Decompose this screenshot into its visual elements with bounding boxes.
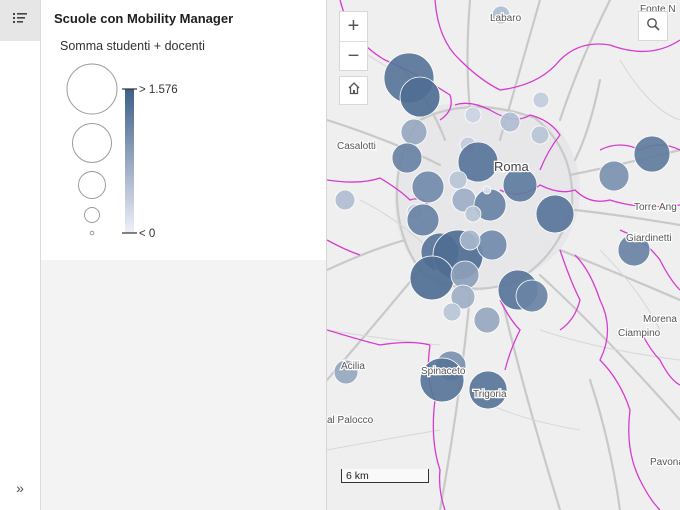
legend-panel: Scuole con Mobility Manager Somma studen… — [41, 0, 327, 510]
school-symbol[interactable] — [450, 284, 476, 310]
place-label-giardinetti: Giardinetti — [626, 233, 672, 244]
school-symbol[interactable] — [448, 170, 468, 190]
school-symbol[interactable] — [409, 255, 455, 301]
home-icon — [347, 81, 361, 100]
legend-min-label: < 0 — [139, 228, 155, 240]
legend-title: Scuole con Mobility Manager — [54, 11, 234, 26]
school-symbol[interactable] — [476, 229, 508, 261]
school-symbol[interactable] — [535, 194, 575, 234]
place-label-spinaceto: Spinaceto — [421, 366, 466, 377]
school-symbol[interactable] — [598, 160, 630, 192]
school-symbol[interactable] — [633, 135, 671, 173]
map-view[interactable]: Labaro Fonte N Casalotti Roma Torre Ang … — [327, 0, 680, 510]
place-label-pavona: Pavona — [650, 457, 680, 468]
place-label-morena: Morena — [643, 314, 677, 325]
search-icon — [646, 17, 660, 36]
school-symbol[interactable] — [502, 167, 538, 203]
map-canvas: Labaro Fonte N Casalotti Roma Torre Ang … — [327, 0, 680, 510]
place-label-casalotti: Casalotti — [337, 141, 376, 152]
school-symbol[interactable] — [473, 306, 501, 334]
place-label-palocco: al Palocco — [327, 415, 374, 426]
school-symbol[interactable] — [333, 359, 359, 385]
school-symbol[interactable] — [532, 91, 550, 109]
school-symbol[interactable] — [464, 205, 482, 223]
scale-bar: 6 km — [341, 469, 429, 483]
legend-field-name: Somma studenti + docenti — [60, 39, 205, 53]
legend-symbols: > 1.576 < 0 — [66, 63, 178, 240]
school-symbol[interactable] — [419, 357, 465, 403]
school-symbol[interactable] — [491, 5, 511, 25]
home-button[interactable] — [339, 76, 368, 105]
school-symbol[interactable] — [391, 142, 423, 174]
school-symbol[interactable] — [515, 279, 549, 313]
legend-toggle-button[interactable] — [0, 0, 40, 41]
double-chevron-right-icon: » — [16, 480, 24, 496]
side-rail: » — [0, 0, 41, 510]
school-symbol[interactable] — [482, 185, 492, 195]
legend-list-icon — [13, 12, 27, 30]
school-symbol[interactable] — [499, 111, 521, 133]
place-label-trigoria: Trigoria — [473, 389, 507, 400]
zoom-in-button[interactable]: + — [340, 12, 367, 42]
legend-color-ramp — [125, 89, 134, 233]
school-symbol[interactable] — [399, 76, 441, 118]
zoom-control: + − — [339, 11, 368, 71]
zoom-out-button[interactable]: − — [347, 45, 360, 67]
school-symbol[interactable] — [400, 118, 428, 146]
search-button[interactable] — [638, 11, 668, 41]
place-label-roma: Roma — [494, 159, 529, 174]
place-label-acilia: Acilia — [341, 361, 365, 372]
legend-size-circle-1 — [66, 63, 118, 115]
legend-max-label: > 1.576 — [139, 84, 178, 96]
school-symbol[interactable] — [468, 370, 508, 410]
school-symbol[interactable] — [457, 141, 499, 183]
school-symbol[interactable] — [459, 229, 481, 251]
place-label-ciampino: Ciampino — [618, 328, 661, 339]
legend-size-circle-2 — [72, 123, 112, 163]
school-symbol[interactable] — [442, 302, 462, 322]
school-symbol[interactable] — [406, 203, 440, 237]
place-label-torre-ang: Torre Ang — [634, 202, 677, 213]
school-symbol[interactable] — [530, 125, 550, 145]
school-symbol[interactable] — [617, 233, 651, 267]
legend-card: Scuole con Mobility Manager Somma studen… — [41, 0, 326, 260]
expand-panel-button[interactable]: » — [0, 474, 40, 502]
legend-size-circle-4 — [84, 207, 100, 223]
legend-size-circle-5 — [89, 230, 95, 236]
school-symbol[interactable] — [464, 106, 482, 124]
place-label-labaro: Labaro — [490, 13, 522, 24]
school-symbol[interactable] — [411, 170, 445, 204]
legend-size-circle-3 — [78, 171, 106, 199]
school-symbol[interactable] — [334, 189, 356, 211]
